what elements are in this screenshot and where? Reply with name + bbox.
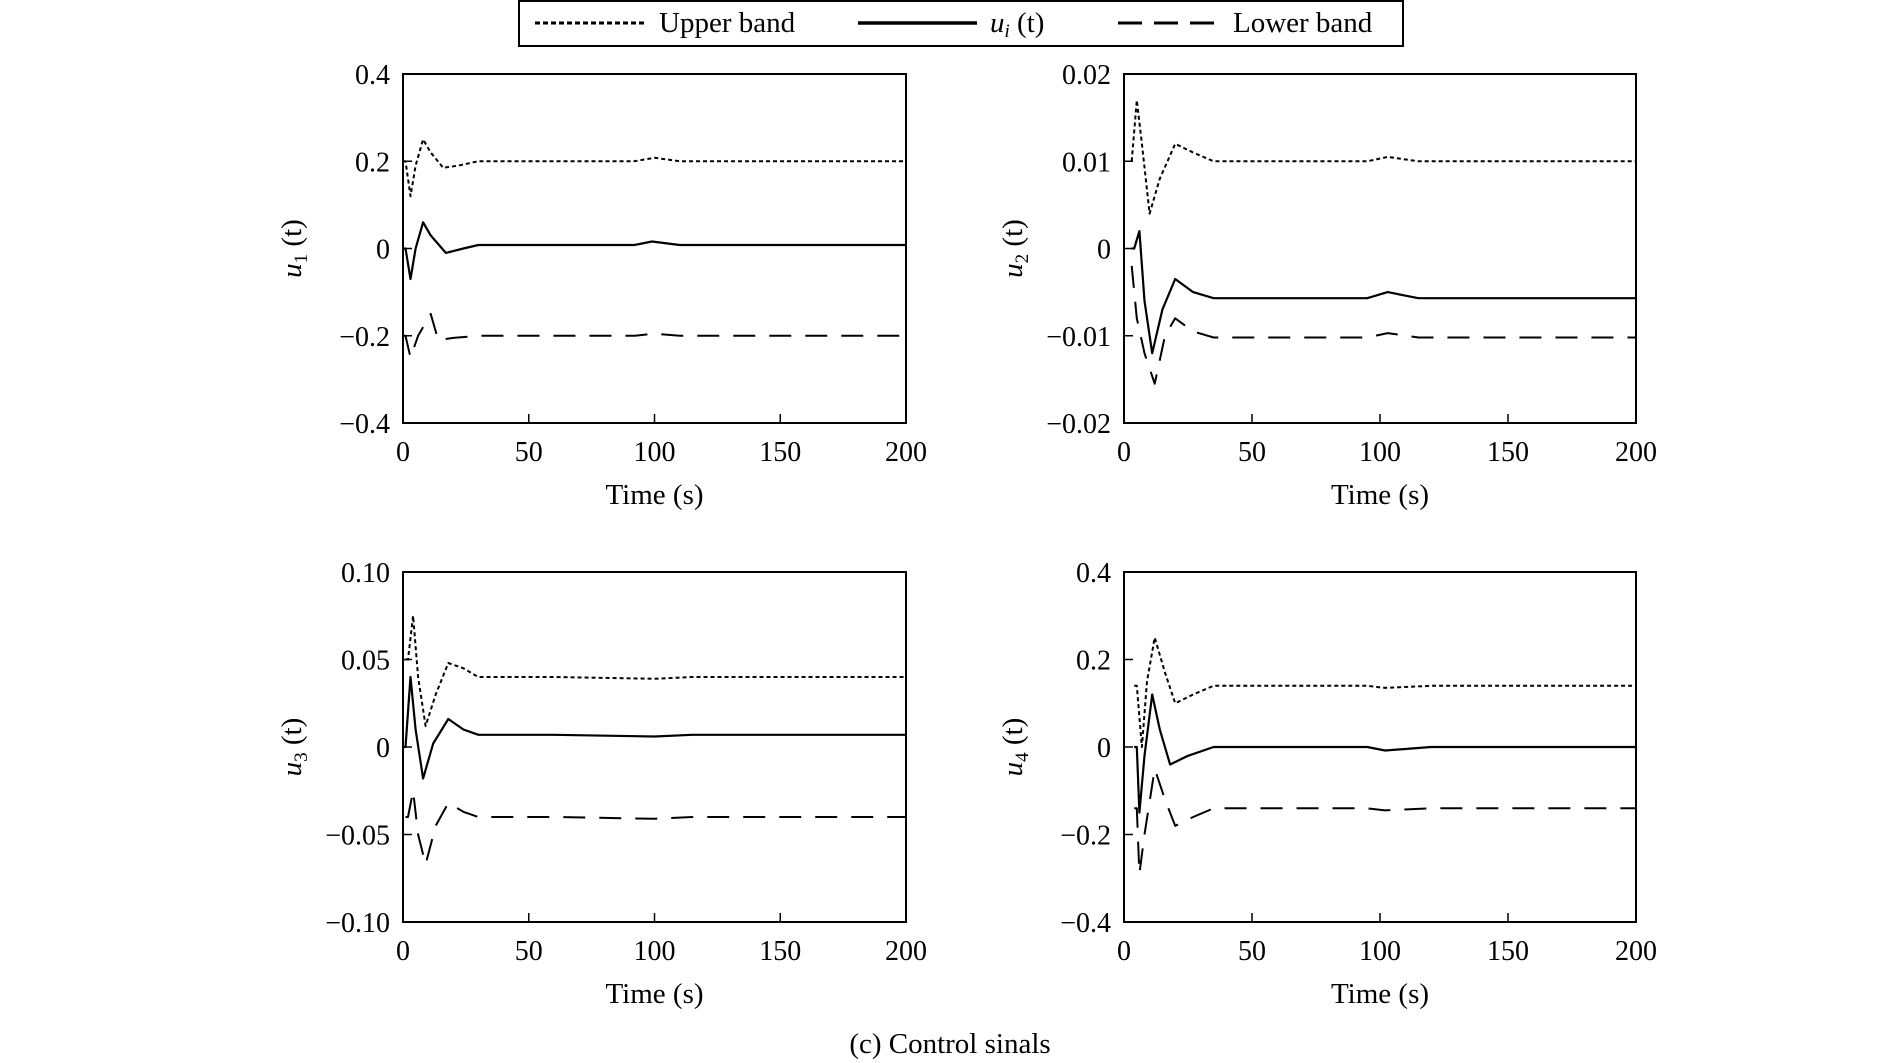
- y-tick-label: 0.4: [355, 60, 390, 91]
- series-line-dashed: [403, 312, 906, 359]
- x-tick-label: 200: [885, 936, 927, 967]
- chart-panel-1: 0 50 100 150 200 −0.4 −0.2 0 0.2 0.4 Time (s) u1 (t…: [276, 60, 927, 511]
- y-tick-label: 0.05: [341, 646, 390, 677]
- y-axis-label: u1 (t): [276, 219, 312, 278]
- x-tick-label: 50: [1238, 437, 1266, 468]
- y-tick-label: 0: [376, 733, 390, 764]
- series-line-dashed: [1134, 767, 1636, 875]
- y-axis-label: u2 (t): [997, 219, 1033, 278]
- y-tick-label: −0.10: [325, 908, 390, 939]
- x-tick-label: 100: [1359, 437, 1401, 468]
- y-tick-label: −0.2: [339, 322, 390, 353]
- series-line-solid: [1134, 693, 1636, 814]
- x-axis-label: Time (s): [1331, 479, 1429, 511]
- y-axis-label-sub: 2: [1012, 254, 1033, 264]
- y-tick-label: 0: [1097, 733, 1111, 764]
- series-line-solid: [403, 675, 906, 780]
- y-axis-label: u3 (t): [276, 718, 312, 777]
- x-axis-label: Time (s): [605, 479, 703, 511]
- legend: Upper band ui (t) Lower band: [518, 0, 1404, 47]
- y-axis-label-sub: 1: [291, 254, 312, 264]
- y-axis-label-main: u: [997, 263, 1029, 278]
- chart-panel-3: 0 50 100 150 200 −0.10 −0.05 0 0.05 0.10 Time (s) u…: [276, 558, 927, 1010]
- y-axis-label-main: u: [997, 762, 1029, 777]
- x-tick-label: 150: [759, 936, 801, 967]
- x-tick-label: 200: [885, 437, 927, 468]
- y-tick-label: 0.01: [1062, 147, 1111, 178]
- y-tick-label: 0.2: [355, 147, 390, 178]
- y-tick-label: −0.4: [339, 409, 390, 440]
- y-tick-label: −0.2: [1060, 821, 1111, 852]
- x-tick-label: 50: [1238, 936, 1266, 967]
- y-tick-label: 0.4: [1076, 558, 1111, 589]
- x-axis-label: Time (s): [605, 978, 703, 1010]
- legend-label-ui-rest: (t): [1010, 7, 1045, 39]
- y-tick-label: −0.05: [325, 821, 390, 852]
- legend-label-ui-sub: i: [1005, 21, 1010, 42]
- x-tick-label: 50: [515, 437, 543, 468]
- chart-panel-2: 0 50 100 150 200 −0.02 −0.01 0 0.01 0.02 Time (s) u…: [997, 60, 1657, 511]
- plot-frame: [402, 73, 907, 424]
- series-line-dashed: [1130, 265, 1636, 385]
- series-line-dotted: [1130, 99, 1636, 215]
- figure-caption: (c) Control sinals: [849, 1028, 1050, 1060]
- x-tick-label: 100: [634, 437, 676, 468]
- x-tick-label: 0: [396, 437, 410, 468]
- x-tick-label: 0: [1117, 936, 1131, 967]
- y-axis-label: u4 (t): [997, 718, 1033, 777]
- y-tick-label: 0: [1097, 235, 1111, 266]
- x-tick-label: 200: [1615, 936, 1657, 967]
- y-tick-label: −0.4: [1060, 908, 1111, 939]
- legend-label-upper-band: Upper band: [659, 7, 796, 39]
- x-tick-label: 0: [1117, 437, 1131, 468]
- series-line-dotted: [1134, 636, 1636, 748]
- y-tick-label: 0.10: [341, 558, 390, 589]
- legend-label-lower-band: Lower band: [1233, 7, 1373, 39]
- plot-frame: [1123, 73, 1637, 424]
- x-tick-label: 100: [1359, 936, 1401, 967]
- y-tick-label: −0.01: [1046, 322, 1111, 353]
- y-axis-label-rest: (t): [276, 718, 308, 753]
- x-tick-label: 200: [1615, 437, 1657, 468]
- series-line-dotted: [403, 138, 906, 198]
- series-line-solid: [403, 221, 906, 281]
- y-axis-label-main: u: [276, 762, 308, 777]
- y-tick-label: 0.2: [1076, 646, 1111, 677]
- y-axis-label-rest: (t): [997, 718, 1029, 753]
- y-axis-label-rest: (t): [276, 219, 308, 254]
- y-axis-label-main: u: [276, 263, 308, 278]
- y-tick-label: 0.02: [1062, 60, 1111, 91]
- y-tick-label: −0.02: [1046, 409, 1111, 440]
- y-axis-label-sub: 3: [291, 752, 312, 762]
- plot-frame: [402, 571, 907, 923]
- y-axis-label-rest: (t): [997, 219, 1029, 254]
- x-tick-label: 150: [1487, 437, 1529, 468]
- x-tick-label: 100: [634, 936, 676, 967]
- x-tick-label: 150: [759, 437, 801, 468]
- x-tick-label: 50: [515, 936, 543, 967]
- series-line-dotted: [405, 614, 906, 727]
- x-axis-label: Time (s): [1331, 978, 1429, 1010]
- legend-label-ui: ui (t): [990, 7, 1044, 42]
- legend-label-ui-main: u: [990, 7, 1005, 39]
- x-tick-label: 150: [1487, 936, 1529, 967]
- series-line-solid: [1131, 230, 1636, 355]
- y-axis-label-sub: 4: [1012, 752, 1033, 762]
- x-tick-label: 0: [396, 936, 410, 967]
- y-tick-label: 0: [376, 235, 390, 266]
- chart-panel-4: 0 50 100 150 200 −0.4 −0.2 0 0.2 0.4 Time (s) u4 (t…: [997, 558, 1657, 1010]
- series-line-dashed: [405, 789, 906, 866]
